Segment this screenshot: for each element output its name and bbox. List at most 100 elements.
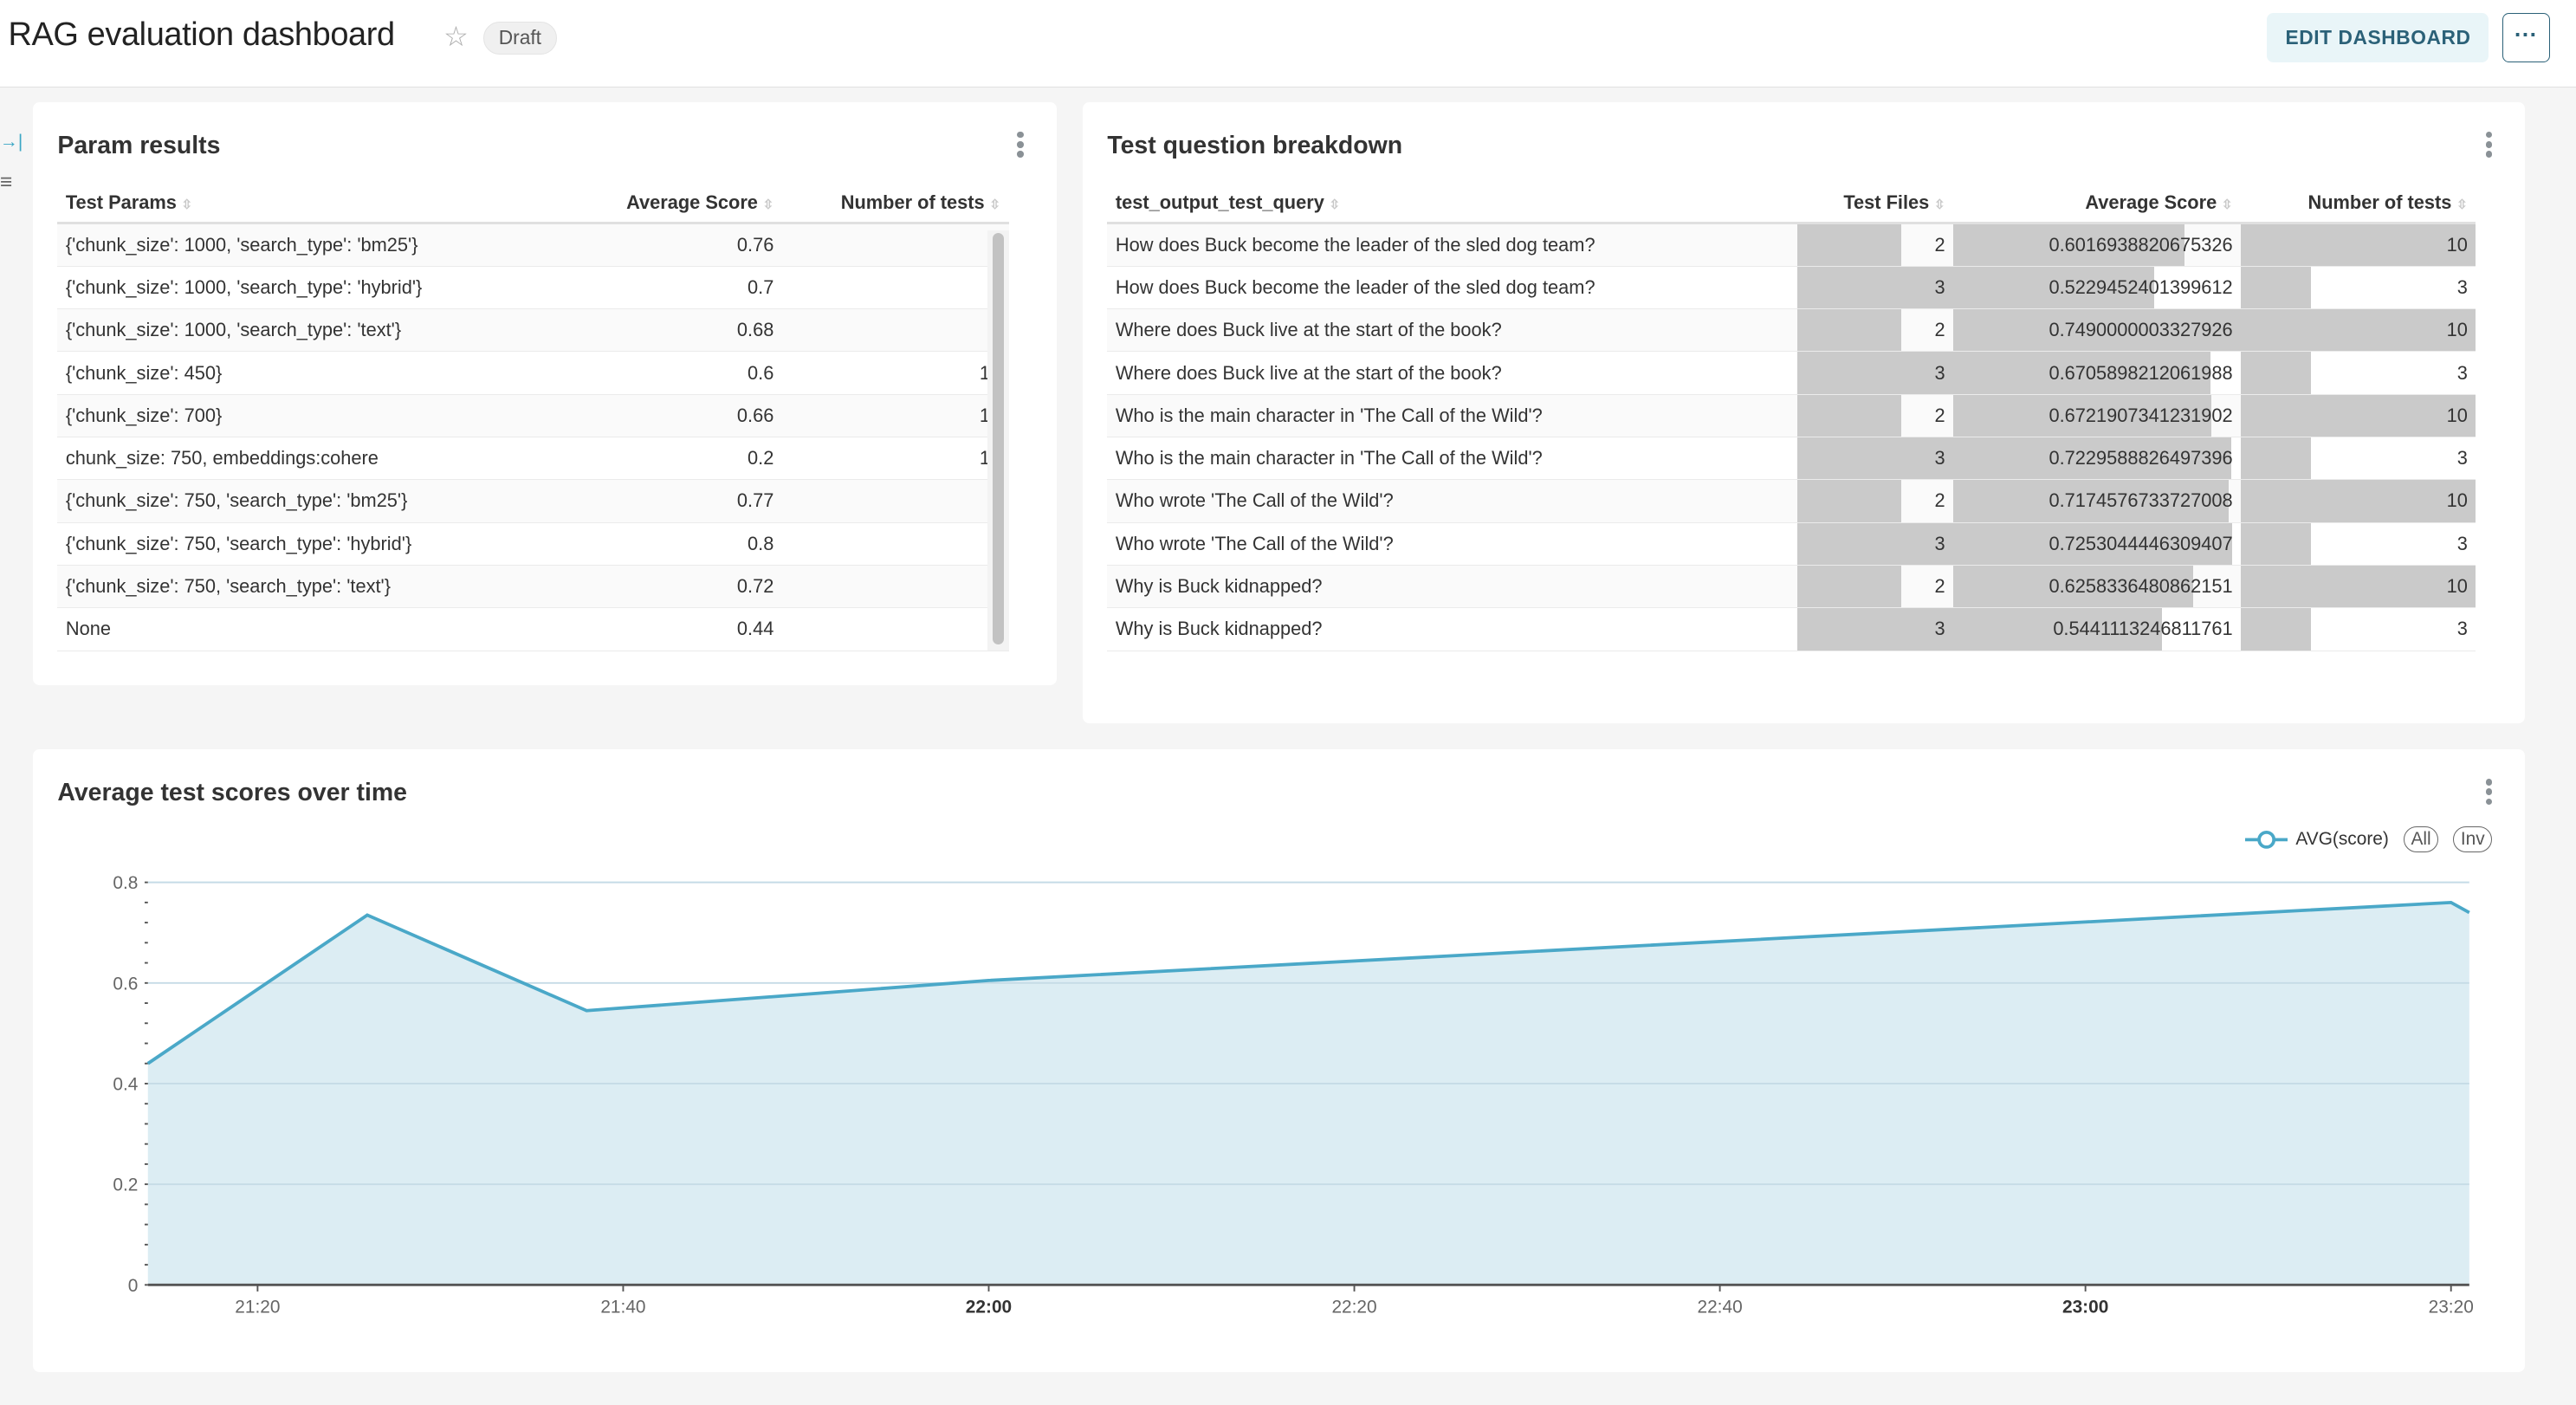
- column-header[interactable]: test_output_test_query ⇳: [1107, 184, 1797, 225]
- sort-icon[interactable]: ⇳: [989, 197, 1001, 213]
- column-header[interactable]: Test Params ⇳: [57, 184, 551, 225]
- table-row[interactable]: Who is the main character in 'The Call o…: [1107, 394, 2476, 437]
- column-header[interactable]: Average Score ⇳: [1953, 184, 2242, 225]
- number-of-tests-cell: 15: [781, 351, 1009, 395]
- cell-bar: [1953, 309, 2242, 352]
- test-files-cell: 3: [1796, 607, 1954, 651]
- test-params-cell: chunk_size: 750, embeddings:cohere: [57, 437, 551, 481]
- table-row[interactable]: {'chunk_size': 450}0.615: [57, 351, 1009, 395]
- filter-icon[interactable]: ≡: [0, 171, 13, 195]
- cell-bar: [1796, 608, 1954, 651]
- table-row[interactable]: {'chunk_size': 1000, 'search_type': 'hyb…: [57, 266, 1009, 310]
- status-badge[interactable]: Draft: [482, 21, 558, 55]
- table-row[interactable]: How does Buck become the leader of the s…: [1107, 223, 2476, 267]
- test-files-cell: 2: [1796, 308, 1954, 353]
- cell-bar: [2241, 352, 2312, 394]
- table-row[interactable]: {'chunk_size': 1000, 'search_type': 'tex…: [57, 308, 1009, 353]
- cell-value: 3: [1934, 447, 1945, 469]
- sort-icon[interactable]: ⇳: [181, 197, 193, 213]
- test-params-cell: {'chunk_size': 1000, 'search_type': 'tex…: [57, 308, 551, 353]
- query-cell: Who wrote 'The Call of the Wild'?: [1107, 479, 1797, 523]
- table-row[interactable]: {'chunk_size': 750, 'search_type': 'hybr…: [57, 522, 1009, 566]
- sort-icon[interactable]: ⇳: [1329, 197, 1341, 213]
- cell-value: 2: [1934, 489, 1945, 512]
- more-options-button[interactable]: ···: [2502, 13, 2550, 63]
- expand-sidebar-icon[interactable]: →|: [0, 131, 23, 152]
- sort-icon[interactable]: ⇳: [1933, 197, 1945, 213]
- average-score-cell: 0.6016938820675326: [1953, 223, 2242, 267]
- cell-bar: [1953, 522, 2232, 565]
- edit-dashboard-button[interactable]: EDIT DASHBOARD: [2267, 13, 2489, 63]
- table-row[interactable]: {'chunk_size': 750, 'search_type': 'text…: [57, 565, 1009, 609]
- panel-title: Param results: [57, 131, 221, 159]
- table-row[interactable]: {'chunk_size': 750, 'search_type': 'bm25…: [57, 479, 1009, 523]
- table-row[interactable]: {'chunk_size': 1000, 'search_type': 'bm2…: [57, 223, 1009, 267]
- scrollbar-thumb[interactable]: [992, 233, 1004, 644]
- cell-value: 3: [2456, 361, 2468, 384]
- column-header[interactable]: Average Score ⇳: [550, 184, 782, 225]
- cell-bar: [2241, 565, 2476, 608]
- cell-bar: [1796, 266, 1954, 309]
- number-of-tests-cell: 3: [2241, 522, 2476, 566]
- number-of-tests-cell: 3: [2241, 266, 2476, 310]
- query-cell: How does Buck become the leader of the s…: [1107, 266, 1797, 310]
- table-row[interactable]: Why is Buck kidnapped? 2 0.625833648086215…: [1107, 565, 2476, 609]
- table-row[interactable]: Who is the main character in 'The Call o…: [1107, 437, 2476, 481]
- cell-value: 10: [2446, 234, 2468, 256]
- kebab-menu-icon[interactable]: [2485, 131, 2493, 161]
- average-scores-chart-panel: Average test scores over time AVG(score)…: [32, 748, 2526, 1372]
- cell-bar: [1953, 480, 2230, 522]
- table-row[interactable]: Where does Buck live at the start of the…: [1107, 308, 2476, 353]
- cell-value: 0.7174576733727008: [2049, 489, 2233, 512]
- column-header[interactable]: Test Files ⇳: [1796, 184, 1954, 225]
- legend-select-all-button[interactable]: All: [2403, 826, 2439, 852]
- column-header[interactable]: Number of tests ⇳: [781, 184, 1009, 225]
- average-score-cell: 0.66: [550, 394, 782, 437]
- cell-bar: [1796, 224, 1902, 266]
- x-tick-label: 21:20: [235, 1297, 280, 1317]
- table-row[interactable]: Who wrote 'The Call of the Wild'? 3 0.7253…: [1107, 522, 2476, 566]
- test-params-cell: None: [57, 607, 551, 651]
- area-chart: 0 0.2 0.4 0.6 0.8 21:20 21:40 22:00 22:20 22:40 23…: [113, 873, 2474, 1317]
- legend-invert-button[interactable]: Inv: [2453, 826, 2493, 852]
- x-tick-label: 23:20: [2429, 1297, 2474, 1317]
- cell-value: 3: [2456, 447, 2468, 469]
- star-icon[interactable]: ☆: [443, 20, 469, 52]
- table-row[interactable]: Where does Buck live at the start of the…: [1107, 351, 2476, 395]
- column-header-label: Average Score: [626, 191, 758, 214]
- kebab-menu-icon[interactable]: [1017, 131, 1024, 161]
- param-results-table: Test Params ⇳ Average Score ⇳ Number of test…: [57, 184, 1009, 651]
- cell-value: 0.6258336480862151: [2049, 575, 2233, 598]
- y-tick-label: 0.6: [113, 974, 138, 994]
- y-tick-label: 0.2: [113, 1175, 138, 1195]
- average-score-cell: 0.5229452401399612: [1953, 266, 2242, 310]
- column-header[interactable]: Number of tests ⇳: [2241, 184, 2476, 225]
- question-breakdown-table: test_output_test_query ⇳ Test Files ⇳ Averag…: [1107, 184, 2476, 651]
- number-of-tests-cell: 3: [2241, 351, 2476, 395]
- test-params-cell: {'chunk_size': 750, 'search_type': 'bm25…: [57, 479, 551, 523]
- sort-icon[interactable]: ⇳: [2221, 197, 2233, 213]
- table-row[interactable]: {'chunk_size': 700}0.6615: [57, 394, 1009, 437]
- column-header-label: Average Score: [2085, 191, 2217, 214]
- series-line: [146, 900, 2470, 1065]
- cell-value: 0.5229452401399612: [2049, 275, 2233, 298]
- table-row[interactable]: Why is Buck kidnapped? 3 0.544111324681176…: [1107, 607, 2476, 651]
- average-score-cell: 0.72: [550, 565, 782, 609]
- page-title: RAG evaluation dashboard: [8, 16, 395, 53]
- legend-series-label[interactable]: AVG(score): [2295, 828, 2389, 849]
- kebab-menu-icon[interactable]: [2485, 779, 2493, 808]
- column-header-label: Test Files: [1843, 191, 1930, 214]
- cell-bar: [1953, 266, 2154, 309]
- sort-icon[interactable]: ⇳: [2456, 197, 2468, 213]
- query-cell: Where does Buck live at the start of the…: [1107, 351, 1797, 395]
- column-header-label: Test Params: [65, 191, 177, 214]
- average-score-cell: 0.7253044446309407: [1953, 522, 2242, 566]
- test-files-cell: 2: [1796, 479, 1954, 523]
- column-header-label: Number of tests: [2307, 191, 2452, 214]
- table-row[interactable]: Who wrote 'The Call of the Wild'? 2 0.7174…: [1107, 479, 2476, 523]
- table-row[interactable]: How does Buck become the leader of the s…: [1107, 266, 2476, 310]
- sort-icon[interactable]: ⇳: [762, 197, 774, 213]
